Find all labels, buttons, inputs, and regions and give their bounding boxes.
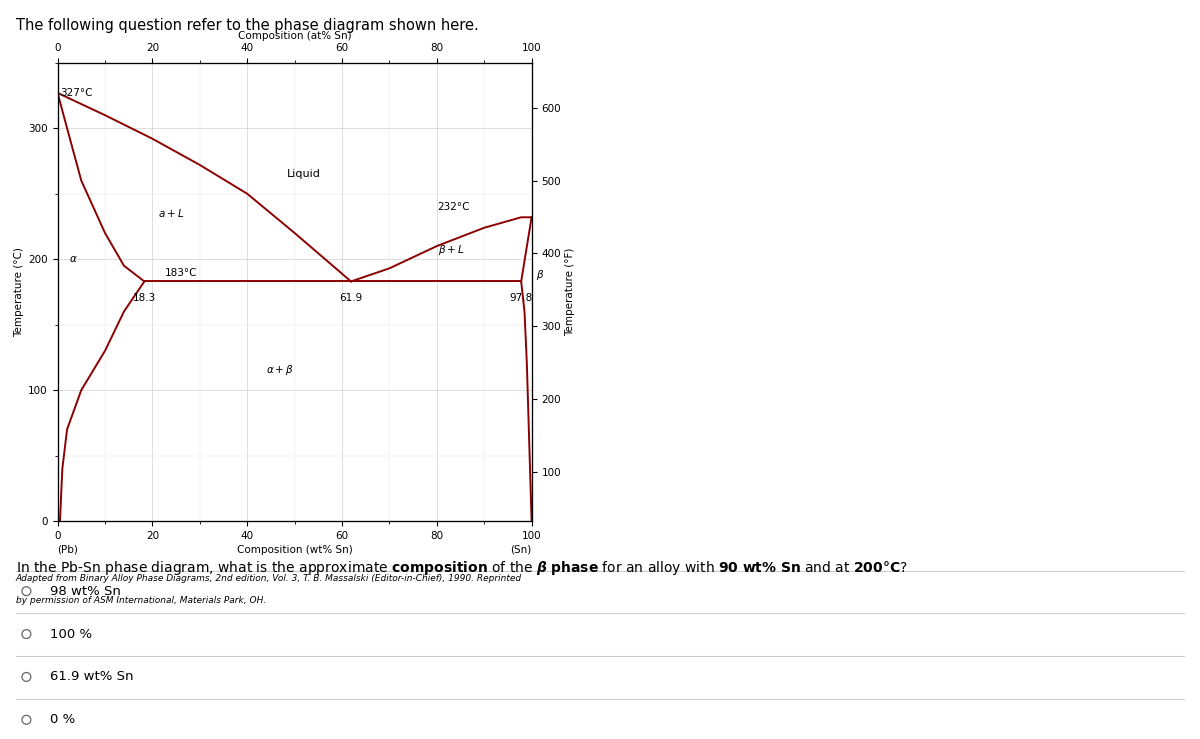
Text: $\beta$: $\beta$	[536, 268, 545, 282]
Text: 100 %: 100 %	[50, 627, 92, 641]
Y-axis label: Temperature (°C): Temperature (°C)	[14, 247, 24, 337]
X-axis label: Composition (at% Sn): Composition (at% Sn)	[238, 31, 352, 41]
Text: 98 wt% Sn: 98 wt% Sn	[50, 585, 121, 598]
Y-axis label: Temperature (°F): Temperature (°F)	[565, 248, 575, 336]
Text: $\alpha$: $\alpha$	[70, 254, 78, 264]
Text: $\alpha + \beta$: $\alpha + \beta$	[266, 364, 294, 378]
Text: The following question refer to the phase diagram shown here.: The following question refer to the phas…	[16, 18, 479, 33]
Text: 232°C: 232°C	[437, 202, 469, 212]
Text: 61.9: 61.9	[340, 293, 362, 303]
Text: 183°C: 183°C	[164, 268, 197, 278]
Text: Adapted from Binary Alloy Phase Diagrams, 2nd edition, Vol. 3, T. B. Massalski (: Adapted from Binary Alloy Phase Diagrams…	[16, 574, 522, 583]
Text: (Pb): (Pb)	[58, 545, 78, 555]
Text: 61.9 wt% Sn: 61.9 wt% Sn	[50, 670, 134, 684]
Text: Composition (wt% Sn): Composition (wt% Sn)	[236, 545, 353, 555]
Text: Liquid: Liquid	[287, 169, 322, 179]
Text: 18.3: 18.3	[133, 293, 156, 303]
Text: In the Pb-Sn phase diagram, what is the approximate $\bf{composition}$ of the $\: In the Pb-Sn phase diagram, what is the …	[16, 559, 907, 577]
Text: (Sn): (Sn)	[510, 545, 532, 555]
Text: 327°C: 327°C	[60, 88, 92, 98]
Text: by permission of ASM International, Materials Park, OH.: by permission of ASM International, Mate…	[16, 596, 266, 605]
Text: $\beta + L$: $\beta + L$	[438, 243, 464, 257]
Text: $a + L$: $a + L$	[158, 208, 185, 219]
Text: 0 %: 0 %	[50, 713, 76, 726]
Text: 97.8: 97.8	[510, 293, 533, 303]
